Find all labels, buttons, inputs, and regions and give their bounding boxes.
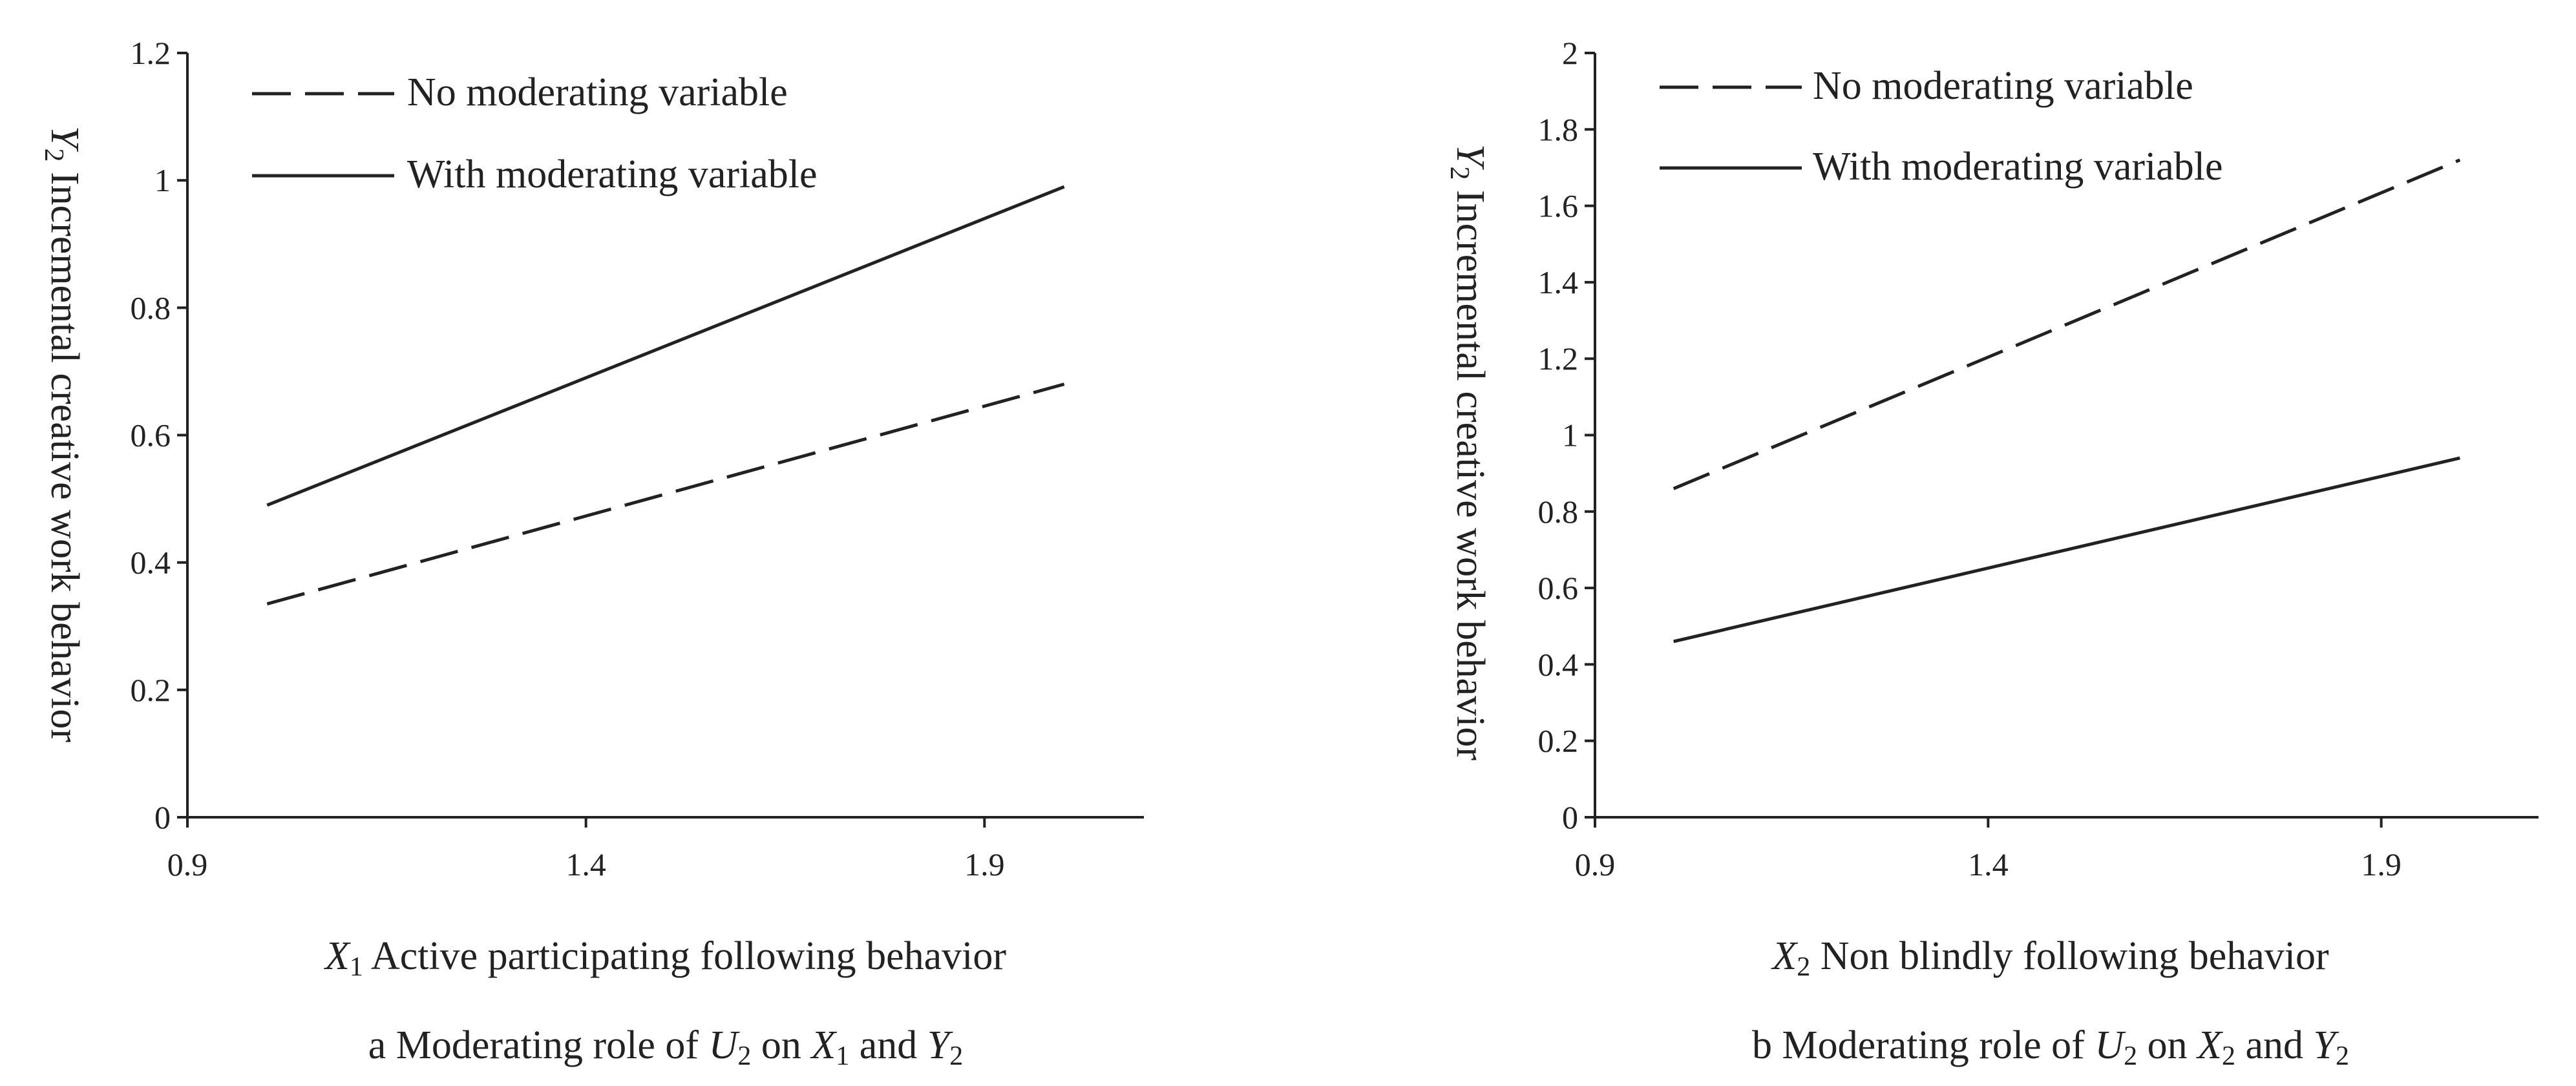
- y-tick-label: 0: [154, 799, 171, 835]
- y-tick-label: 0.2: [1538, 723, 1579, 759]
- x-tick-label: 1.4: [1968, 846, 2009, 882]
- y-tick-label: 0.8: [1538, 494, 1579, 530]
- legend-label-with-moderating: With moderating variable: [407, 152, 818, 196]
- x-tick-label: 0.9: [167, 846, 208, 882]
- y-axis-label: Y2 Incremental creative work behavior: [1444, 144, 1492, 760]
- y-tick-label: 1: [1562, 417, 1578, 454]
- chart-b-svg: 0 0.2 0.4 0.6 0.8 1 1.2 1.4 1.6 1.8 2 0.9 1.4 1.9 No…: [1444, 35, 2539, 1071]
- chart-caption: b Moderating role of U2 on X2 and Y2: [1752, 1023, 2349, 1071]
- y-axis-label: Y2 Incremental creative work behavior: [39, 126, 87, 742]
- y-tick-label: 1.2: [1538, 340, 1579, 377]
- series-line-no-moderating: [266, 382, 1065, 606]
- y-tick-label: 0.4: [131, 545, 171, 581]
- y-tick-label: 1: [154, 162, 171, 198]
- y-tick-label: 0.6: [131, 417, 171, 454]
- series-line-no-moderating: [1673, 158, 2461, 490]
- chart-panel-b: 0 0.2 0.4 0.6 0.8 1 1.2 1.4 1.6 1.8 2 0.9 1.4 1.9 No…: [1288, 0, 2576, 1086]
- x-axis-label: X2 Non blindly following behavior: [1770, 934, 2329, 982]
- y-tick-label: 1.6: [1538, 188, 1579, 224]
- y-tick-label: 0.6: [1538, 570, 1579, 606]
- x-tick-label: 1.9: [964, 846, 1005, 882]
- x-tick-label: 0.9: [1575, 846, 1616, 882]
- y-tick-label: 1.8: [1538, 111, 1579, 147]
- y-tick-label: 1.4: [1538, 264, 1579, 300]
- chart-panel-a: 0 0.2 0.4 0.6 0.8 1 1.2 0.9 1.4 1.9 No moderatin…: [39, 35, 1144, 1071]
- x-tick-label: 1.9: [2361, 846, 2402, 882]
- y-tick-label: 0.8: [131, 289, 171, 326]
- series-line-with-moderating: [266, 185, 1065, 507]
- y-tick-label: 0: [1562, 799, 1578, 835]
- chart-caption: a Moderating role of U2 on X1 and Y2: [368, 1023, 964, 1071]
- chart-a-svg: 0 0.2 0.4 0.6 0.8 1 1.2 0.9 1.4 1.9 No moderatin…: [39, 35, 1144, 1071]
- legend-label-with-moderating: With moderating variable: [1813, 145, 2223, 189]
- legend-label-no-moderating: No moderating variable: [407, 70, 788, 114]
- x-axis-label: X1 Active participating following behavi…: [323, 934, 1006, 982]
- y-tick-label: 1.2: [131, 35, 171, 71]
- y-tick-label: 2: [1562, 35, 1578, 71]
- legend-label-no-moderating: No moderating variable: [1813, 64, 2193, 108]
- x-tick-label: 1.4: [565, 846, 606, 882]
- y-tick-label: 0.4: [1538, 646, 1579, 682]
- y-tick-label: 0.2: [131, 672, 171, 708]
- series-line-with-moderating: [1673, 456, 2460, 643]
